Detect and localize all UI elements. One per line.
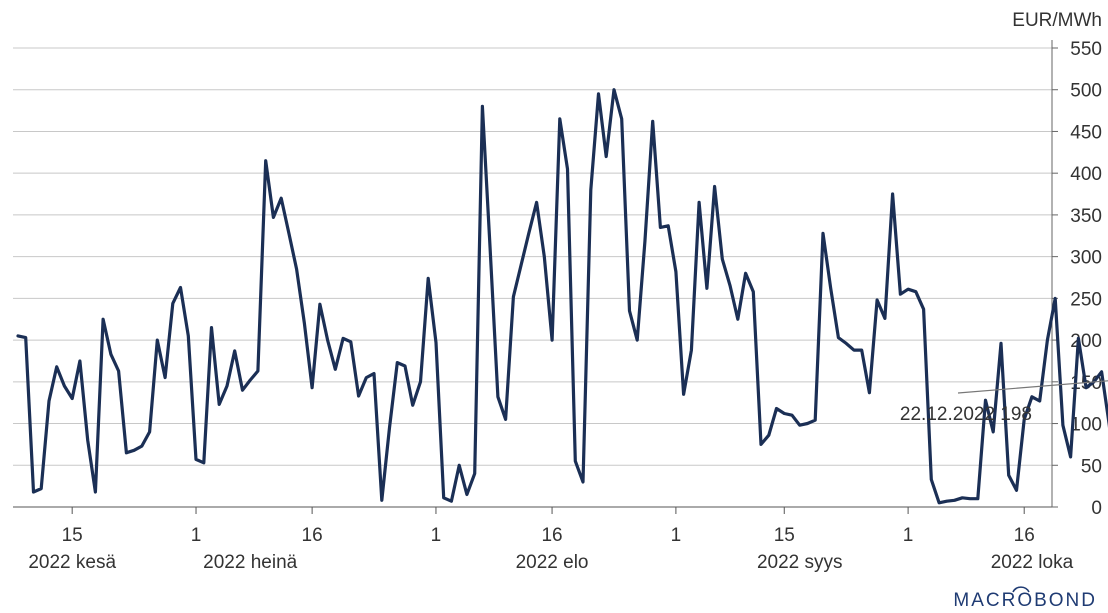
- annotation: 22.12.2022 198: [900, 380, 1108, 425]
- series-layer: [16, 88, 1108, 505]
- x-tick-label: 15: [774, 525, 795, 546]
- x-month-label: 2022 kesä: [28, 552, 116, 573]
- grid-lines: [13, 47, 1052, 508]
- y-tick-label: 200: [1070, 331, 1102, 352]
- y-tick-label: 0: [1091, 498, 1102, 519]
- x-tick-label: 15: [62, 525, 83, 546]
- macrobond-logo: MACROBOND: [953, 586, 1097, 611]
- annotation-leader: [957, 380, 1108, 394]
- y-tick-label: 550: [1070, 39, 1102, 60]
- x-month-label: 2022 syys: [757, 552, 843, 573]
- y-tick-label: 250: [1070, 289, 1102, 310]
- y-axis-unit-label: EUR/MWh: [1012, 10, 1102, 31]
- x-month-label: 2022 loka: [991, 552, 1074, 573]
- y-tick-label: 50: [1081, 456, 1102, 477]
- x-month-label: 2022 heinä: [203, 552, 297, 573]
- x-tick-label: 1: [431, 525, 442, 546]
- x-month-label: 2022 elo: [516, 552, 589, 573]
- annotation-label: 22.12.2022 198: [900, 404, 1032, 425]
- x-tick-label: 16: [302, 525, 323, 546]
- x-tick-label: 1: [903, 525, 914, 546]
- y-tick-label: 450: [1070, 122, 1102, 143]
- y-tick-label: 300: [1070, 248, 1102, 269]
- y-tick-label: 350: [1070, 206, 1102, 227]
- x-tick-label: 16: [1014, 525, 1035, 546]
- x-tick-label: 1: [671, 525, 682, 546]
- x-tick-label: 1: [191, 525, 202, 546]
- series-line: [16, 88, 1108, 505]
- y-tick-label: 100: [1070, 415, 1102, 436]
- x-tick-label: 16: [541, 525, 562, 546]
- y-tick-label: 500: [1070, 81, 1102, 102]
- y-tick-label: 400: [1070, 164, 1102, 185]
- logo-arc: [1012, 586, 1030, 593]
- logo-text: MACROBOND: [953, 590, 1097, 611]
